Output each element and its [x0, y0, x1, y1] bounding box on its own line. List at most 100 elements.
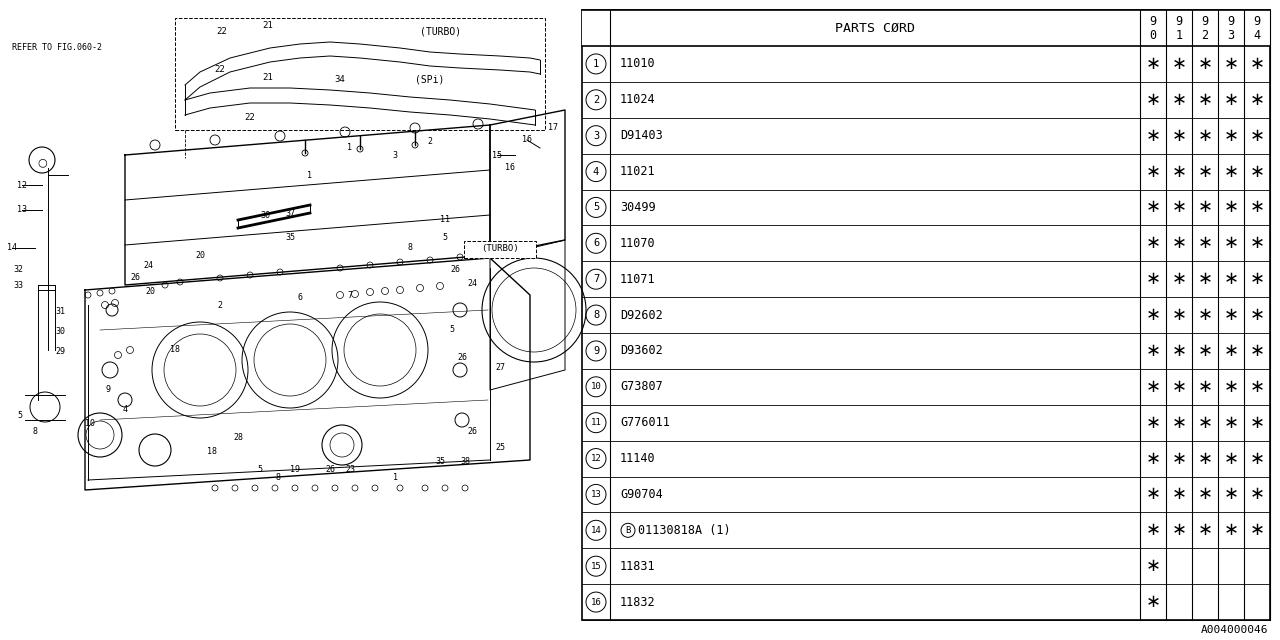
- Text: ∗: ∗: [1171, 306, 1187, 324]
- Text: ∗: ∗: [1171, 55, 1187, 73]
- Text: 30: 30: [55, 328, 65, 337]
- Text: 2: 2: [593, 95, 599, 105]
- Text: ∗: ∗: [1249, 234, 1265, 252]
- Text: 27: 27: [495, 364, 506, 372]
- Text: 1: 1: [393, 474, 398, 483]
- Text: 26: 26: [325, 465, 335, 474]
- Text: 14: 14: [590, 526, 602, 535]
- Text: 2: 2: [218, 301, 223, 310]
- Text: ∗: ∗: [1197, 342, 1212, 360]
- Text: ∗: ∗: [1224, 449, 1239, 468]
- Text: 26: 26: [451, 266, 460, 275]
- Text: 23: 23: [346, 465, 355, 474]
- Text: 18: 18: [207, 447, 218, 456]
- Text: 9: 9: [1228, 15, 1235, 28]
- Text: 28: 28: [233, 433, 243, 442]
- Text: 8: 8: [275, 472, 280, 481]
- Text: (TURBO): (TURBO): [420, 27, 461, 37]
- Text: ∗: ∗: [1171, 198, 1187, 216]
- Text: 35: 35: [285, 234, 294, 243]
- Text: ∗: ∗: [1224, 270, 1239, 288]
- Text: 30499: 30499: [620, 201, 655, 214]
- Text: 11010: 11010: [620, 58, 655, 70]
- Text: 21: 21: [262, 20, 274, 29]
- Text: 17: 17: [548, 122, 558, 131]
- Text: ∗: ∗: [1224, 55, 1239, 73]
- Text: ∗: ∗: [1249, 413, 1265, 432]
- Text: ∗: ∗: [1197, 91, 1212, 109]
- Text: 4: 4: [123, 406, 128, 415]
- Text: 11024: 11024: [620, 93, 655, 106]
- Text: 10: 10: [84, 419, 95, 428]
- Text: ∗: ∗: [1146, 449, 1161, 468]
- Text: ∗: ∗: [1224, 306, 1239, 324]
- Text: ∗: ∗: [1171, 485, 1187, 504]
- Bar: [582, 10, 1270, 620]
- Text: 33: 33: [13, 280, 23, 289]
- Text: ∗: ∗: [1249, 378, 1265, 396]
- Text: ∗: ∗: [1224, 91, 1239, 109]
- Text: 29: 29: [55, 348, 65, 356]
- Text: 8: 8: [593, 310, 599, 320]
- Text: 9: 9: [1149, 15, 1157, 28]
- Text: G776011: G776011: [620, 416, 669, 429]
- Text: 4: 4: [593, 166, 599, 177]
- Text: ∗: ∗: [1197, 378, 1212, 396]
- Text: 20: 20: [145, 287, 155, 296]
- Text: ∗: ∗: [1197, 485, 1212, 504]
- Text: ∗: ∗: [1171, 91, 1187, 109]
- Text: 26: 26: [457, 353, 467, 362]
- Text: D91403: D91403: [620, 129, 663, 142]
- Text: ∗: ∗: [1146, 378, 1161, 396]
- Text: ∗: ∗: [1224, 522, 1239, 540]
- Text: 22: 22: [215, 65, 225, 74]
- Text: ∗: ∗: [1197, 522, 1212, 540]
- Text: ∗: ∗: [1197, 306, 1212, 324]
- Text: ∗: ∗: [1171, 342, 1187, 360]
- Text: ∗: ∗: [1224, 234, 1239, 252]
- Text: ∗: ∗: [1224, 163, 1239, 180]
- Text: 10: 10: [590, 382, 602, 391]
- Text: ∗: ∗: [1146, 342, 1161, 360]
- Text: ∗: ∗: [1224, 485, 1239, 504]
- Text: 32: 32: [13, 266, 23, 275]
- Text: ∗: ∗: [1146, 234, 1161, 252]
- Text: ∗: ∗: [1249, 449, 1265, 468]
- Text: 7: 7: [347, 291, 352, 300]
- Text: 13: 13: [590, 490, 602, 499]
- Text: 5: 5: [257, 465, 262, 474]
- Bar: [582, 10, 1270, 46]
- Text: 5: 5: [449, 326, 454, 335]
- Text: ∗: ∗: [1197, 449, 1212, 468]
- Text: 31: 31: [55, 307, 65, 317]
- Text: 12: 12: [590, 454, 602, 463]
- Text: ∗: ∗: [1249, 163, 1265, 180]
- Text: 2: 2: [428, 138, 433, 147]
- Text: ○: ○: [37, 157, 47, 167]
- Text: ∗: ∗: [1146, 91, 1161, 109]
- Bar: [175, 18, 545, 130]
- Text: ∗: ∗: [1224, 413, 1239, 432]
- Text: ∗: ∗: [1171, 522, 1187, 540]
- Text: 14: 14: [6, 243, 17, 253]
- Text: ∗: ∗: [1224, 198, 1239, 216]
- Text: 11070: 11070: [620, 237, 655, 250]
- Text: ∗: ∗: [1197, 413, 1212, 432]
- Text: 3: 3: [593, 131, 599, 141]
- Text: 20: 20: [195, 250, 205, 259]
- Text: 8: 8: [407, 243, 412, 253]
- Text: 38: 38: [460, 458, 470, 467]
- Text: 11021: 11021: [620, 165, 655, 178]
- Text: ∗: ∗: [1249, 485, 1265, 504]
- Text: 16: 16: [590, 598, 602, 607]
- Text: ∗: ∗: [1146, 485, 1161, 504]
- Bar: [465, 241, 536, 258]
- Text: 7: 7: [593, 274, 599, 284]
- Text: 5: 5: [18, 410, 23, 419]
- Text: ∗: ∗: [1249, 91, 1265, 109]
- Text: 15: 15: [492, 150, 502, 159]
- Text: 34: 34: [334, 76, 346, 84]
- Text: D93602: D93602: [620, 344, 663, 357]
- Text: A004000046: A004000046: [1201, 625, 1268, 635]
- Text: G90704: G90704: [620, 488, 663, 501]
